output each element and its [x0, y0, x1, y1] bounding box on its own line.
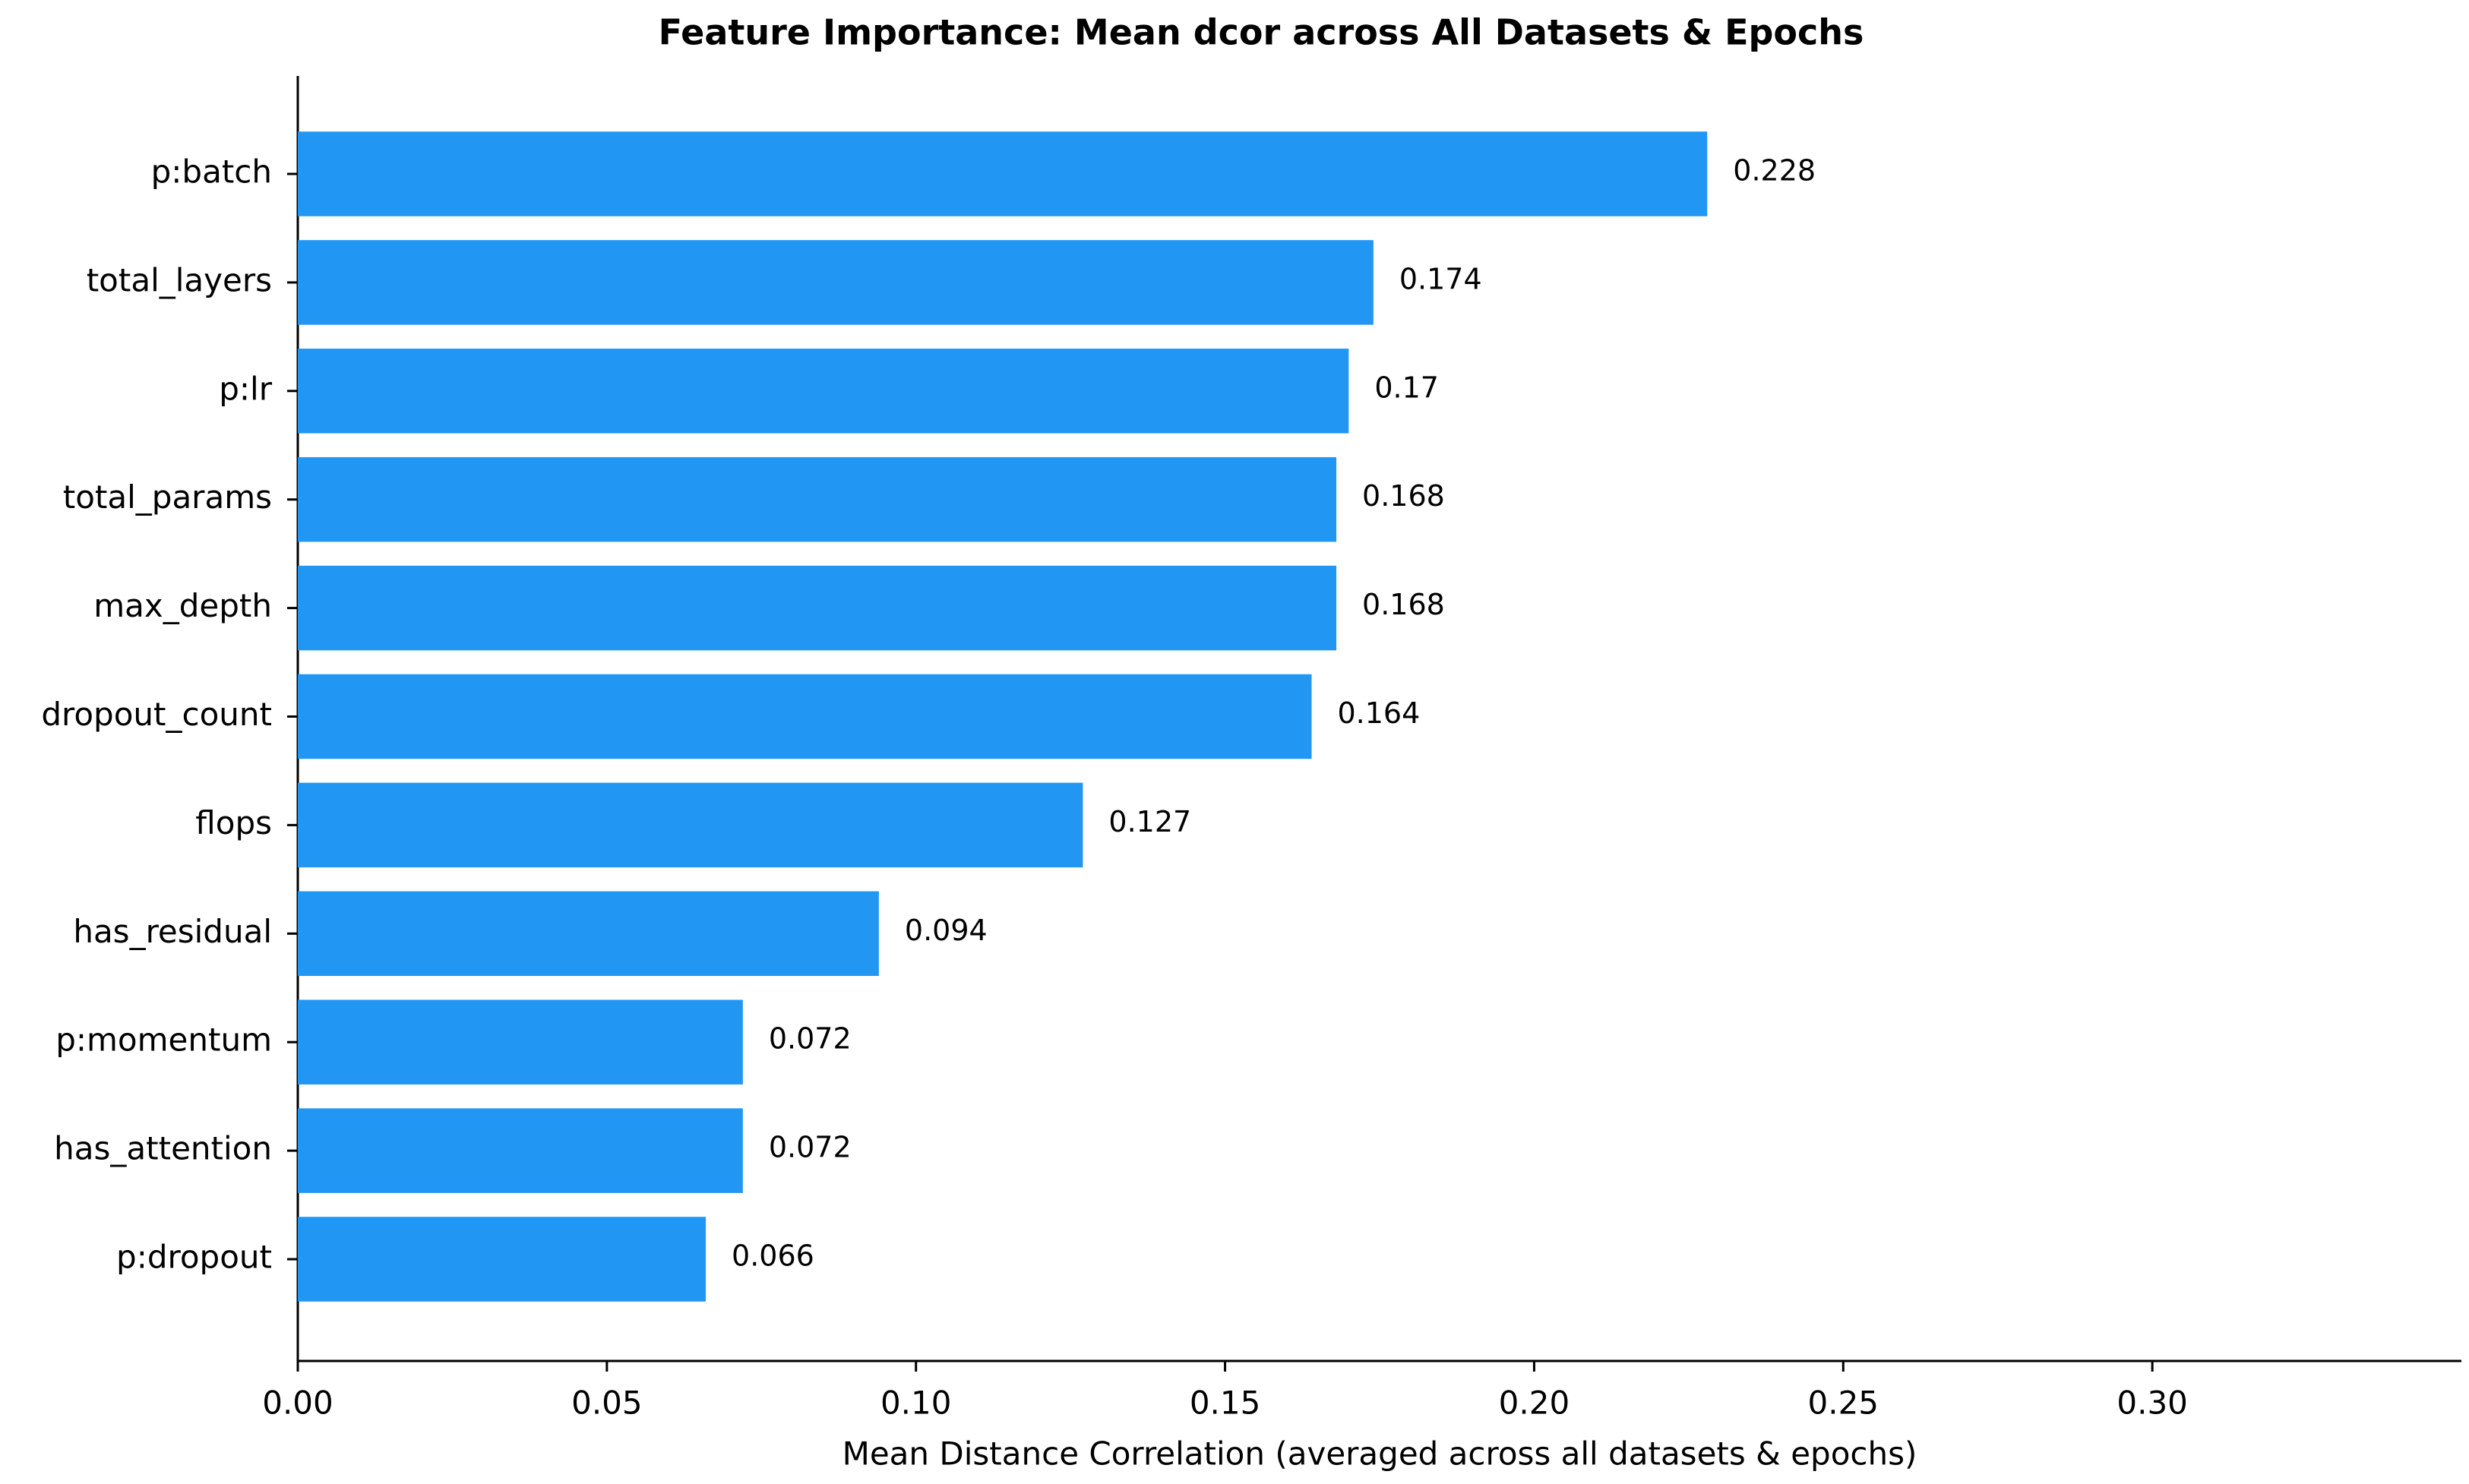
bar [298, 1217, 707, 1302]
y-tick-label: p:dropout [116, 1239, 272, 1276]
x-axis-label: Mean Distance Correlation (averaged acro… [842, 1435, 1917, 1473]
bar [298, 240, 1374, 325]
x-tick-label: 0.15 [1190, 1385, 1261, 1422]
y-tick-label: total_params [63, 478, 272, 516]
y-tick-label: p:momentum [55, 1021, 272, 1059]
value-label: 0.168 [1362, 588, 1445, 621]
chart-title: Feature Importance: Mean dcor across All… [659, 12, 1864, 53]
value-label: 0.072 [769, 1022, 852, 1056]
bar [298, 891, 879, 977]
value-label: 0.168 [1362, 479, 1445, 513]
bar [298, 565, 1337, 651]
x-tick-label: 0.10 [880, 1385, 952, 1422]
bar [298, 674, 1312, 759]
y-tick-label: max_depth [93, 587, 272, 624]
y-tick-label: has_residual [73, 913, 272, 950]
value-label: 0.127 [1108, 805, 1191, 838]
y-tick-label: dropout_count [41, 696, 272, 733]
x-tick-label: 0.20 [1499, 1385, 1570, 1422]
x-tick-label: 0.00 [262, 1385, 334, 1422]
bar [298, 131, 1708, 216]
bar [298, 782, 1083, 868]
x-tick-label: 0.30 [2117, 1385, 2188, 1422]
value-label: 0.17 [1374, 371, 1439, 404]
y-tick-label: p:batch [151, 153, 272, 191]
bar [298, 456, 1337, 542]
bar [298, 999, 743, 1085]
value-label: 0.174 [1399, 262, 1482, 295]
y-tick-label: flops [195, 804, 272, 841]
x-tick-label: 0.05 [571, 1385, 643, 1422]
y-tick-label: p:lr [219, 370, 272, 407]
value-label: 0.072 [769, 1131, 852, 1164]
bar [298, 349, 1349, 434]
value-label: 0.066 [732, 1239, 814, 1273]
x-tick-label: 0.25 [1808, 1385, 1879, 1422]
y-tick-label: has_attention [54, 1130, 272, 1167]
value-label: 0.228 [1733, 154, 1816, 188]
value-label: 0.164 [1337, 696, 1420, 730]
y-tick-label: total_layers [87, 261, 272, 298]
value-label: 0.094 [905, 914, 988, 947]
bar [298, 1108, 743, 1193]
